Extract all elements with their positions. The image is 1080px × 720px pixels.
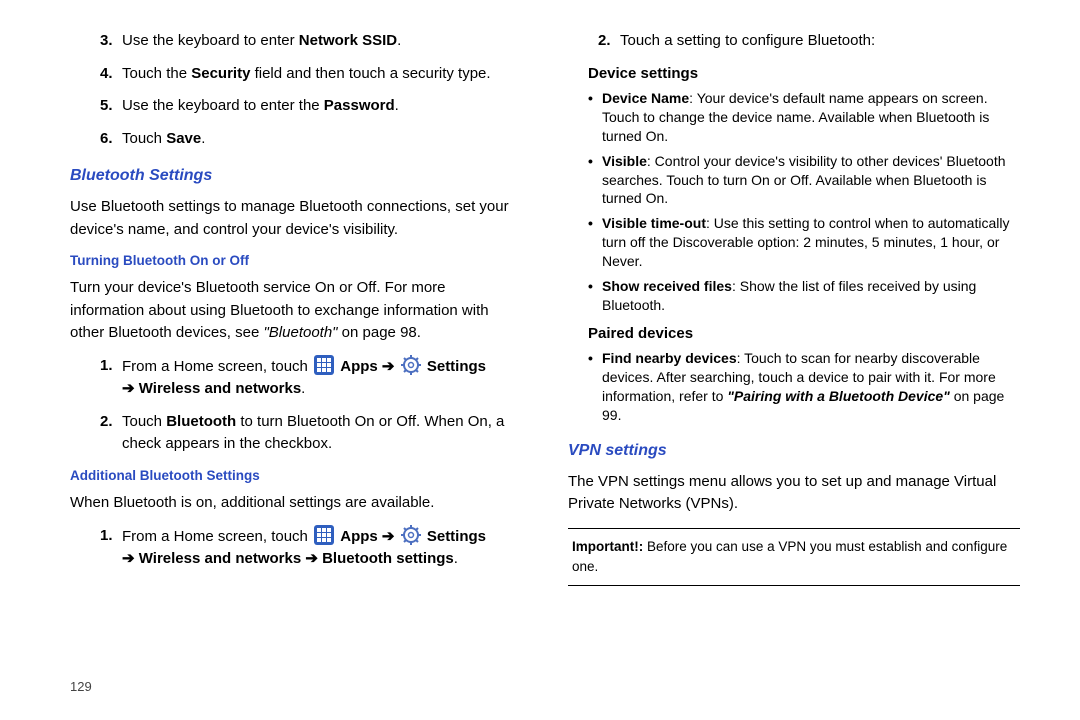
ssid-steps: 3. Use the keyboard to enter Network SSI… bbox=[100, 30, 522, 150]
step-text: Use the keyboard to enter bbox=[122, 32, 299, 49]
step-text: Use the keyboard to enter the bbox=[122, 97, 324, 114]
step-text: Touch bbox=[122, 413, 166, 430]
device-settings-list: Device Name: Your device's default name … bbox=[588, 89, 1020, 315]
gear-icon bbox=[401, 525, 421, 545]
item-label: Visible bbox=[602, 153, 647, 169]
heading-turning-bt: Turning Bluetooth On or Off bbox=[70, 251, 522, 271]
left-column: 3. Use the keyboard to enter Network SSI… bbox=[30, 30, 540, 700]
list-item: Show received files: Show the list of fi… bbox=[588, 277, 1020, 315]
arrow-icon: ➔ bbox=[382, 528, 395, 545]
step-5: 5. Use the keyboard to enter the Passwor… bbox=[100, 95, 522, 118]
paired-devices-list: Find nearby devices: Touch to scan for n… bbox=[588, 349, 1020, 425]
subheading-device-settings: Device settings bbox=[588, 63, 1020, 86]
bt-config-steps: 2. Touch a setting to configure Bluetoot… bbox=[598, 30, 1020, 53]
period: . bbox=[301, 380, 305, 397]
label-settings: Settings bbox=[427, 358, 486, 375]
subheading-paired-devices: Paired devices bbox=[588, 323, 1020, 346]
gear-icon bbox=[401, 355, 421, 375]
step-post: field and then touch a security type. bbox=[250, 65, 490, 82]
item-label: Device Name bbox=[602, 90, 689, 106]
item-text: : Control your device's visibility to ot… bbox=[602, 153, 1006, 207]
bt-add-steps: 1. From a Home screen, touch Apps ➔ Sett… bbox=[100, 525, 522, 571]
step-text: From a Home screen, touch bbox=[122, 358, 312, 375]
period: . bbox=[454, 550, 458, 567]
right-column: 2. Touch a setting to configure Bluetoot… bbox=[540, 30, 1050, 700]
step-bold: Save bbox=[166, 130, 201, 147]
para-additional-bt: When Bluetooth is on, additional setting… bbox=[70, 492, 522, 515]
ref-bluetooth: "Bluetooth" bbox=[263, 324, 337, 341]
label-bluetooth: Bluetooth bbox=[166, 413, 236, 430]
heading-vpn-settings: VPN settings bbox=[568, 439, 1020, 463]
apps-icon bbox=[314, 525, 334, 545]
step-post: . bbox=[395, 97, 399, 114]
step-number: 2. bbox=[100, 411, 113, 434]
step-number: 6. bbox=[100, 128, 113, 151]
heading-bluetooth-settings: Bluetooth Settings bbox=[70, 164, 522, 188]
page-number: 129 bbox=[70, 679, 92, 694]
heading-additional-bt: Additional Bluetooth Settings bbox=[70, 466, 522, 486]
step-4: 4. Touch the Security field and then tou… bbox=[100, 63, 522, 86]
para-turning-bt: Turn your device's Bluetooth service On … bbox=[70, 277, 522, 345]
step-bold: Security bbox=[191, 65, 250, 82]
step-2: 2. Touch Bluetooth to turn Bluetooth On … bbox=[100, 411, 522, 456]
manual-page: 3. Use the keyboard to enter Network SSI… bbox=[0, 0, 1080, 720]
step-number: 4. bbox=[100, 63, 113, 86]
step-number: 3. bbox=[100, 30, 113, 53]
arrow-text: ➔ bbox=[122, 380, 139, 397]
step-post: . bbox=[201, 130, 205, 147]
step-number: 1. bbox=[100, 525, 113, 548]
step-bold: Password bbox=[324, 97, 395, 114]
item-label: Visible time-out bbox=[602, 215, 706, 231]
label-wireless-bt: Wireless and networks ➔ Bluetooth settin… bbox=[139, 550, 454, 567]
step-text: Touch the bbox=[122, 65, 191, 82]
list-item: Visible: Control your device's visibilit… bbox=[588, 152, 1020, 209]
item-label: Show received files bbox=[602, 278, 732, 294]
list-item: Find nearby devices: Touch to scan for n… bbox=[588, 349, 1020, 425]
important-note: Important!: Before you can use a VPN you… bbox=[568, 528, 1020, 587]
label-apps: Apps bbox=[340, 358, 378, 375]
step-text: Touch a setting to configure Bluetooth: bbox=[620, 32, 875, 49]
ref-pairing: "Pairing with a Bluetooth Device" bbox=[727, 388, 950, 404]
step-3: 3. Use the keyboard to enter Network SSI… bbox=[100, 30, 522, 53]
important-label: Important!: bbox=[572, 539, 643, 554]
step-number: 1. bbox=[100, 355, 113, 378]
arrow-text: ➔ bbox=[122, 550, 139, 567]
step-post: . bbox=[397, 32, 401, 49]
step-number: 5. bbox=[100, 95, 113, 118]
step-1: 1. From a Home screen, touch Apps ➔ Sett… bbox=[100, 355, 522, 401]
step-2: 2. Touch a setting to configure Bluetoot… bbox=[598, 30, 1020, 53]
arrow-icon: ➔ bbox=[382, 358, 395, 375]
step-text: Touch bbox=[122, 130, 166, 147]
text: on page 98. bbox=[338, 324, 421, 341]
item-label: Find nearby devices bbox=[602, 350, 737, 366]
label-settings: Settings bbox=[427, 528, 486, 545]
step-text: From a Home screen, touch bbox=[122, 528, 312, 545]
bt-on-steps: 1. From a Home screen, touch Apps ➔ Sett… bbox=[100, 355, 522, 456]
step-number: 2. bbox=[598, 30, 611, 53]
para-vpn: The VPN settings menu allows you to set … bbox=[568, 471, 1020, 516]
label-wireless: Wireless and networks bbox=[139, 380, 301, 397]
step-bold: Network SSID bbox=[299, 32, 397, 49]
step-1: 1. From a Home screen, touch Apps ➔ Sett… bbox=[100, 525, 522, 571]
step-6: 6. Touch Save. bbox=[100, 128, 522, 151]
apps-icon bbox=[314, 355, 334, 375]
list-item: Device Name: Your device's default name … bbox=[588, 89, 1020, 146]
label-apps: Apps bbox=[340, 528, 378, 545]
list-item: Visible time-out: Use this setting to co… bbox=[588, 214, 1020, 271]
para-bluetooth-intro: Use Bluetooth settings to manage Bluetoo… bbox=[70, 196, 522, 241]
